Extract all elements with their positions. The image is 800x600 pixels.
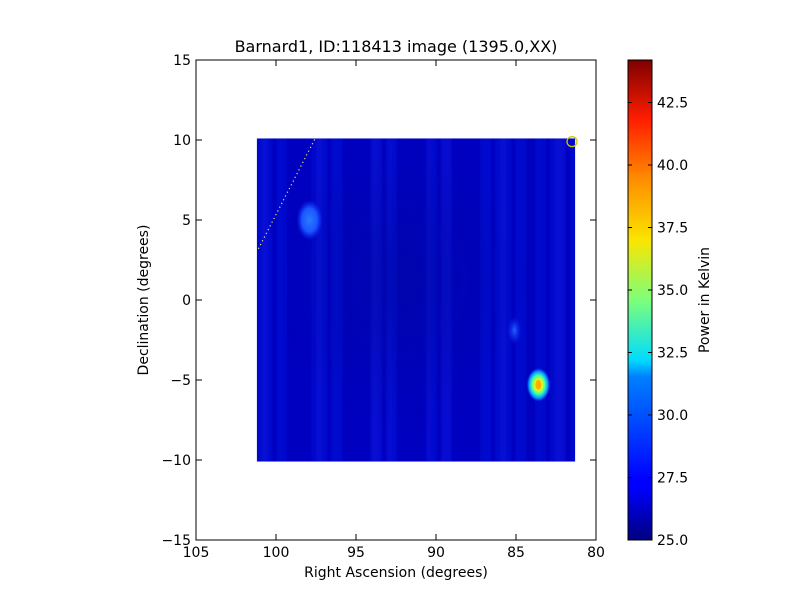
colorbar-tick-label: 32.5 <box>657 346 688 362</box>
map-dark-region <box>271 138 531 430</box>
map-stripe <box>535 138 541 462</box>
hot-spot-core <box>535 379 542 390</box>
x-tick-label: 85 <box>507 545 525 561</box>
warm-spot <box>296 200 323 240</box>
y-tick-label: −15 <box>161 533 191 549</box>
colorbar-tick-label: 40.0 <box>657 158 688 174</box>
x-tick-label: 100 <box>263 545 290 561</box>
y-tick-label: −5 <box>170 373 191 389</box>
map-stripe <box>570 138 576 462</box>
colorbar-ticks: 25.0 27.5 30.0 32.5 35.0 37.5 40.0 42.5 <box>628 96 688 549</box>
map-stripe <box>540 138 546 462</box>
colorbar-tick-label: 27.5 <box>657 471 688 487</box>
faint-spot <box>507 316 522 345</box>
map-stripe <box>256 138 263 462</box>
map-stripe <box>261 138 268 462</box>
map-stripe <box>266 138 273 462</box>
chart-title: Barnard1, ID:118413 image (1395.0,XX) <box>235 37 558 56</box>
map-stripe <box>545 138 551 462</box>
map-stripe <box>555 138 561 462</box>
y-tick-label: −10 <box>161 453 191 469</box>
y-axis-label: Declination (degrees) <box>136 225 152 376</box>
x-axis-label: Right Ascension (degrees) <box>304 565 488 581</box>
map-stripe <box>530 138 536 462</box>
colorbar-tick-label: 42.5 <box>657 96 688 112</box>
x-tick-label: 105 <box>183 545 210 561</box>
colorbar-tick-label: 25.0 <box>657 533 688 549</box>
marker-circle <box>566 135 578 148</box>
map-stripe <box>565 138 571 462</box>
x-tick-label: 80 <box>587 545 605 561</box>
overlays <box>257 135 578 250</box>
y-tick-label: 5 <box>182 213 191 229</box>
y-tick-label: 10 <box>173 133 191 149</box>
colorbar <box>627 59 653 541</box>
x-tick-label: 90 <box>427 545 445 561</box>
colorbar-label: Power in Kelvin <box>697 247 713 353</box>
y-tick-label: 0 <box>182 293 191 309</box>
map-stripe <box>560 138 566 462</box>
x-axis: 105 100 95 90 85 80 <box>183 60 605 561</box>
y-axis: 15 10 5 0 −5 −10 −15 <box>161 53 596 549</box>
heatmap <box>256 138 576 462</box>
map-stripe <box>550 138 556 462</box>
x-tick-label: 95 <box>347 545 365 561</box>
colorbar-tick-label: 37.5 <box>657 221 688 237</box>
colorbar-tick-label: 30.0 <box>657 408 688 424</box>
colorbar-tick-label: 35.0 <box>657 283 688 299</box>
y-tick-label: 15 <box>173 53 191 69</box>
